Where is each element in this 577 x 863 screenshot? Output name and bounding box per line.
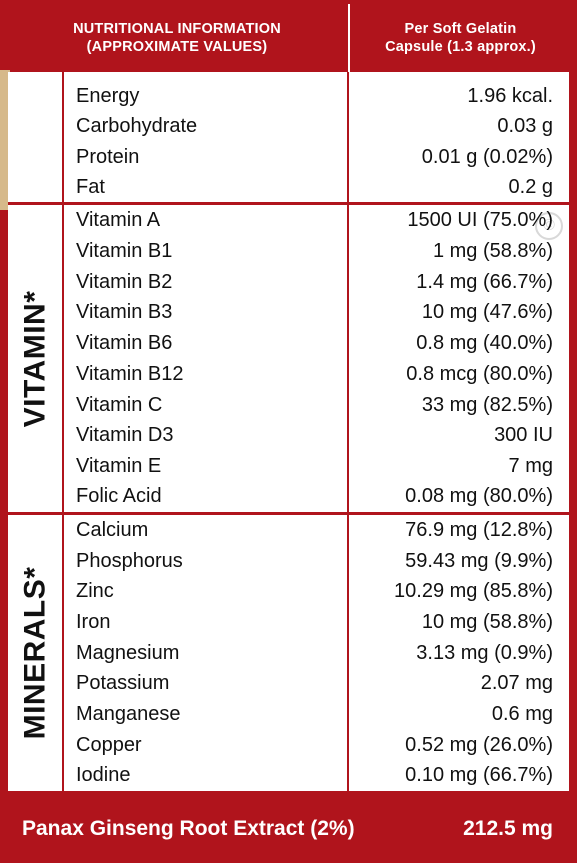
- nutrient-name: Vitamin D3: [76, 424, 174, 446]
- extract-value: 212.5 mg: [463, 817, 553, 840]
- nutrient-name: Vitamin B12: [76, 363, 184, 385]
- nutrient-name: Folic Acid: [76, 485, 162, 507]
- nutrient-value: 10 mg (47.6%): [421, 301, 553, 323]
- nutrient-name: Vitamin B6: [76, 332, 173, 354]
- nutrient-value: 0.6 mg: [491, 703, 553, 725]
- section-separator: [8, 512, 569, 515]
- table-row: Potassium 2.07 mg: [8, 668, 569, 699]
- nutrient-value: 0.2 g: [508, 176, 553, 198]
- nutrient-value: 76.9 mg (12.8%): [405, 519, 553, 541]
- nutrient-name: Magnesium: [76, 642, 180, 664]
- header-serving: Per Soft Gelatin Capsule (1.3 approx.): [350, 4, 571, 72]
- nutrient-value: 0.01 g (0.02%): [421, 146, 553, 168]
- nutrient-name: Vitamin B1: [76, 240, 173, 262]
- nutrient-name: Iron: [76, 611, 111, 633]
- table-row: Zinc 10.29 mg (85.8%): [8, 576, 569, 607]
- vitamin-section: VITAMIN* Vitamin A 1500 UI (75.0%) Vitam…: [8, 205, 569, 512]
- nutrient-value: 1.4 mg (66.7%): [416, 271, 553, 293]
- nutrient-name: Copper: [76, 734, 142, 756]
- nutrient-value: 10 mg (58.8%): [421, 611, 553, 633]
- table-row: Carbohydrate 0.03 g: [8, 111, 569, 142]
- table-row: Iron 10 mg (58.8%): [8, 607, 569, 638]
- header-title-line1: NUTRITIONAL INFORMATION: [73, 21, 281, 37]
- nutrient-name: Energy: [76, 85, 140, 107]
- table-footer: Panax Ginseng Root Extract (2%) 212.5 mg: [8, 800, 569, 858]
- table-row: Vitamin C 33 mg (82.5%): [8, 390, 569, 421]
- nutrient-value: 7 mg: [508, 455, 553, 477]
- nutrient-value: 1 mg (58.8%): [432, 240, 553, 262]
- nutrient-name: Vitamin A: [76, 209, 161, 231]
- nutrient-name: Iodine: [76, 764, 131, 786]
- nutrient-name: Protein: [76, 146, 140, 168]
- mineral-section: MINERALS* Calcium 76.9 mg (12.8%) Phosph…: [8, 515, 569, 791]
- table-row: Calcium 76.9 mg (12.8%): [8, 515, 569, 546]
- table-row: Protein 0.01 g (0.02%): [8, 142, 569, 173]
- nutrient-name: Vitamin E: [76, 455, 162, 477]
- table-row: Vitamin B12 0.8 mcg (80.0%): [8, 359, 569, 390]
- nutrient-name: Phosphorus: [76, 550, 183, 572]
- header-title: NUTRITIONAL INFORMATION (APPROXIMATE VAL…: [6, 4, 348, 72]
- header-serving-line2: Capsule (1.3 approx.): [385, 39, 536, 55]
- nutrient-name: Vitamin B2: [76, 271, 173, 293]
- header-divider: [348, 4, 350, 72]
- table-row: Vitamin E 7 mg: [8, 451, 569, 482]
- table-body: Energy 1.96 kcal. Carbohydrate 0.03 g Pr…: [8, 72, 569, 791]
- nutrient-name: Manganese: [76, 703, 181, 725]
- nutrient-value: 0.8 mg (40.0%): [416, 332, 553, 354]
- table-row: Phosphorus 59.43 mg (9.9%): [8, 546, 569, 577]
- column-divider: [347, 205, 349, 512]
- nutrient-value: 59.43 mg (9.9%): [405, 550, 553, 572]
- column-divider: [347, 72, 349, 202]
- nutrient-value: 300 IU: [494, 424, 553, 446]
- nutrient-value: 3.13 mg (0.9%): [416, 642, 553, 664]
- nutrient-value: 0.8 mcg (80.0%): [406, 363, 553, 385]
- general-section: Energy 1.96 kcal. Carbohydrate 0.03 g Pr…: [8, 72, 569, 202]
- nutrient-name: Potassium: [76, 672, 170, 694]
- table-row: Vitamin B2 1.4 mg (66.7%): [8, 267, 569, 298]
- table-row: Manganese 0.6 mg: [8, 699, 569, 730]
- nutrient-value: 0.10 mg (66.7%): [405, 764, 553, 786]
- header-title-line2: (APPROXIMATE VALUES): [86, 39, 268, 55]
- table-row: Fat 0.2 g: [8, 172, 569, 203]
- nutrient-name: Vitamin B3: [76, 301, 173, 323]
- nutrient-value: 0.03 g: [497, 115, 553, 137]
- section-line: [62, 72, 64, 202]
- table-row: Magnesium 3.13 mg (0.9%): [8, 638, 569, 669]
- nutrient-value: 2.07 mg: [480, 672, 553, 694]
- gold-accent: [0, 70, 10, 210]
- nutrient-name: Vitamin C: [76, 394, 163, 416]
- table-row: Energy 1.96 kcal.: [8, 81, 569, 112]
- nutrient-value: 1.96 kcal.: [467, 85, 553, 107]
- extract-name: Panax Ginseng Root Extract (2%): [22, 817, 355, 840]
- section-line: [62, 515, 64, 791]
- nutrient-name: Carbohydrate: [76, 115, 198, 137]
- nutrient-name: Calcium: [76, 519, 149, 541]
- nutrient-value: 33 mg (82.5%): [421, 394, 553, 416]
- nutrient-name: Zinc: [76, 580, 114, 602]
- table-row: Vitamin A 1500 UI (75.0%): [8, 205, 569, 236]
- table-row: Iodine 0.10 mg (66.7%): [8, 760, 569, 791]
- table-row: Vitamin B1 1 mg (58.8%): [8, 236, 569, 267]
- nutrient-value: 10.29 mg (85.8%): [394, 580, 553, 602]
- table-header: NUTRITIONAL INFORMATION (APPROXIMATE VAL…: [6, 4, 571, 72]
- nutrient-value: 0.08 mg (80.0%): [405, 485, 553, 507]
- section-separator: [8, 202, 569, 205]
- copyright-watermark: ©: [535, 212, 563, 240]
- nutrient-value: 1500 UI (75.0%): [407, 209, 553, 231]
- table-row: Copper 0.52 mg (26.0%): [8, 730, 569, 761]
- table-row: Folic Acid 0.08 mg (80.0%): [8, 481, 569, 512]
- column-divider: [347, 515, 349, 791]
- nutrient-value: 0.52 mg (26.0%): [405, 734, 553, 756]
- table-row: Vitamin D3 300 IU: [8, 420, 569, 451]
- table-row: Vitamin B6 0.8 mg (40.0%): [8, 328, 569, 359]
- section-line: [62, 205, 64, 512]
- nutrient-name: Fat: [76, 176, 105, 198]
- table-row: Vitamin B3 10 mg (47.6%): [8, 297, 569, 328]
- header-serving-line1: Per Soft Gelatin: [404, 21, 517, 37]
